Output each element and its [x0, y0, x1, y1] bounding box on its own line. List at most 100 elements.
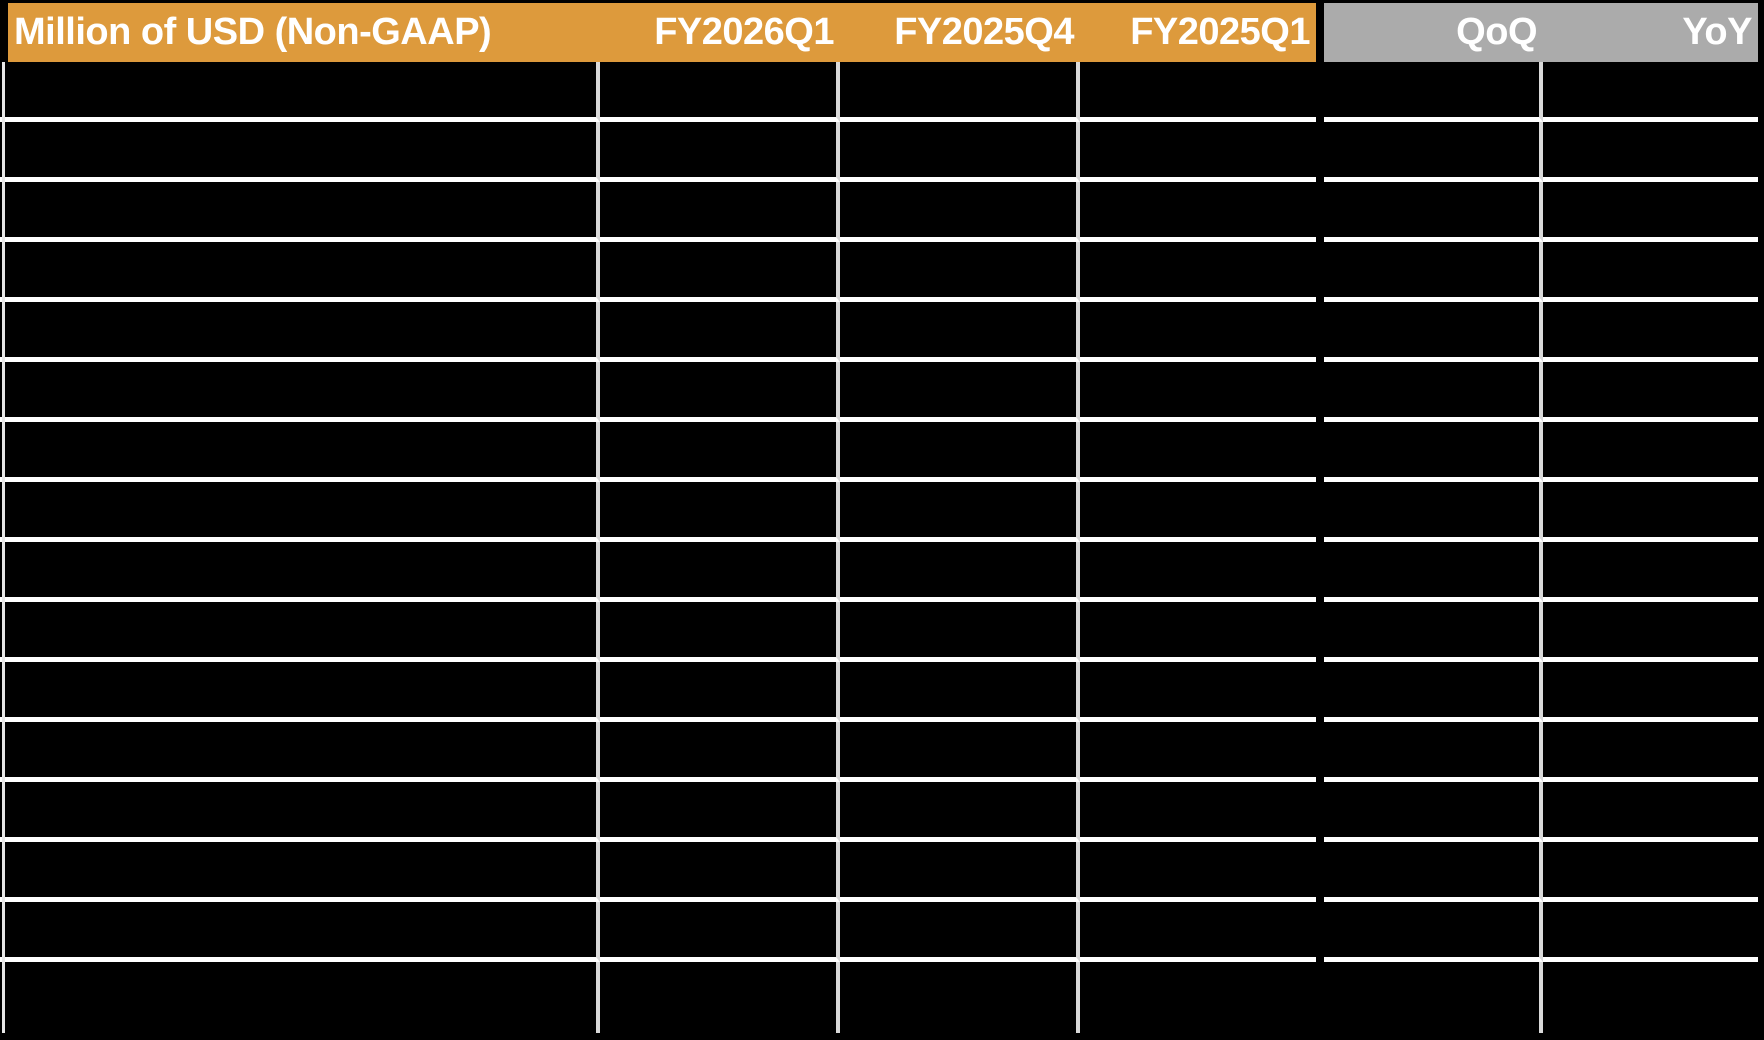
column-header-qoq: QoQ [1456, 11, 1537, 53]
value-cell-fy2025q1 [1080, 662, 1316, 722]
table-row [0, 242, 1758, 302]
value-cell-fy2026q1 [600, 662, 840, 722]
row-label-cell [0, 842, 600, 902]
column-gap [1316, 362, 1324, 422]
value-cell-fy2026q1 [600, 362, 840, 422]
value-cell-fy2026q1 [600, 602, 840, 662]
row-label-cell [0, 722, 600, 782]
row-label-cell [0, 962, 600, 1033]
value-cell-qoq [1324, 842, 1543, 902]
value-cell-fy2026q1 [600, 62, 840, 122]
value-cell-fy2025q1 [1080, 962, 1316, 1033]
value-cell-yoy [1543, 302, 1758, 362]
row-label-cell [0, 662, 600, 722]
value-cell-fy2026q1 [600, 422, 840, 482]
table-row [0, 302, 1758, 362]
value-cell-yoy [1543, 902, 1758, 962]
value-cell-qoq [1324, 182, 1543, 242]
column-gap [1316, 242, 1324, 302]
row-label-cell [0, 542, 600, 602]
value-cell-fy2025q1 [1080, 62, 1316, 122]
value-cell-yoy [1543, 722, 1758, 782]
value-cell-fy2025q4 [840, 362, 1080, 422]
column-gap [1316, 182, 1324, 242]
value-cell-fy2026q1 [600, 782, 840, 842]
table-left-border [2, 62, 5, 1033]
column-gap [1316, 122, 1324, 182]
value-cell-yoy [1543, 542, 1758, 602]
column-gap [1316, 602, 1324, 662]
value-cell-fy2025q1 [1080, 842, 1316, 902]
column-header-yoy: YoY [1682, 11, 1752, 53]
table-row [0, 962, 1758, 1033]
value-cell-fy2025q1 [1080, 122, 1316, 182]
value-cell-fy2025q1 [1080, 362, 1316, 422]
value-cell-qoq [1324, 482, 1543, 542]
column-header-fy2025q4: FY2025Q4 [894, 11, 1074, 53]
value-cell-fy2025q1 [1080, 302, 1316, 362]
value-cell-fy2025q1 [1080, 482, 1316, 542]
value-cell-fy2025q1 [1080, 182, 1316, 242]
value-cell-qoq [1324, 62, 1543, 122]
value-cell-fy2025q4 [840, 662, 1080, 722]
value-cell-yoy [1543, 422, 1758, 482]
column-header-fy2026q1: FY2026Q1 [654, 11, 834, 53]
row-label-cell [0, 782, 600, 842]
table-row [0, 482, 1758, 542]
value-cell-qoq [1324, 602, 1543, 662]
value-cell-qoq [1324, 782, 1543, 842]
column-gap [1316, 482, 1324, 542]
value-cell-fy2025q4 [840, 542, 1080, 602]
value-cell-fy2025q4 [840, 182, 1080, 242]
value-cell-qoq [1324, 962, 1543, 1033]
value-cell-qoq [1324, 902, 1543, 962]
row-label-cell [0, 902, 600, 962]
table-header: Million of USD (Non-GAAP) FY2026Q1 FY202… [0, 3, 1764, 62]
row-label-cell [0, 242, 600, 302]
table-row [0, 662, 1758, 722]
value-cell-yoy [1543, 842, 1758, 902]
unit-header-label: Million of USD (Non-GAAP) [14, 11, 492, 53]
value-cell-qoq [1324, 422, 1543, 482]
header-segment-changes: QoQ YoY [1324, 3, 1758, 62]
value-cell-yoy [1543, 242, 1758, 302]
table-row [0, 782, 1758, 842]
value-cell-fy2026q1 [600, 902, 840, 962]
value-cell-yoy [1543, 782, 1758, 842]
value-cell-fy2025q1 [1080, 722, 1316, 782]
value-cell-fy2025q1 [1080, 422, 1316, 482]
value-cell-fy2025q1 [1080, 782, 1316, 842]
value-cell-fy2026q1 [600, 722, 840, 782]
column-gap [1316, 62, 1324, 122]
row-label-cell [0, 302, 600, 362]
column-gap [1316, 902, 1324, 962]
row-label-cell [0, 362, 600, 422]
value-cell-yoy [1543, 182, 1758, 242]
value-cell-yoy [1543, 122, 1758, 182]
value-cell-fy2025q4 [840, 242, 1080, 302]
row-label-cell [0, 122, 600, 182]
table-row [0, 722, 1758, 782]
table-row [0, 902, 1758, 962]
value-cell-yoy [1543, 662, 1758, 722]
table-row [0, 842, 1758, 902]
value-cell-fy2026q1 [600, 962, 840, 1033]
value-cell-fy2025q4 [840, 722, 1080, 782]
value-cell-fy2025q4 [840, 122, 1080, 182]
value-cell-fy2025q4 [840, 422, 1080, 482]
table-row [0, 62, 1758, 122]
row-label-cell [0, 182, 600, 242]
value-cell-fy2026q1 [600, 122, 840, 182]
row-label-cell [0, 602, 600, 662]
value-cell-qoq [1324, 122, 1543, 182]
column-gap [1316, 842, 1324, 902]
value-cell-qoq [1324, 722, 1543, 782]
value-cell-yoy [1543, 602, 1758, 662]
value-cell-qoq [1324, 662, 1543, 722]
column-gap [1316, 782, 1324, 842]
column-gap [1316, 962, 1324, 1033]
table-row [0, 542, 1758, 602]
value-cell-yoy [1543, 482, 1758, 542]
table-row [0, 422, 1758, 482]
table-row [0, 602, 1758, 662]
